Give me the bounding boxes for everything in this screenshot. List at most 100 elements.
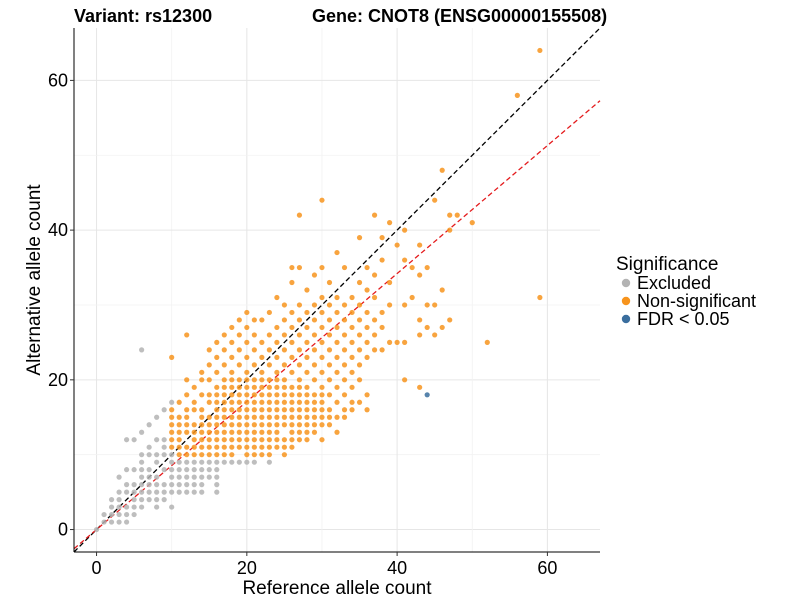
data-point (387, 302, 393, 308)
data-point (191, 422, 197, 428)
data-point (108, 497, 115, 503)
data-point (341, 362, 348, 368)
data-point (206, 444, 212, 450)
series-excluded (93, 347, 272, 533)
data-point (199, 489, 205, 495)
data-point (349, 407, 355, 413)
data-point (326, 392, 333, 398)
data-point (417, 242, 423, 248)
data-point (139, 504, 145, 510)
data-point (214, 407, 220, 413)
data-point (93, 526, 100, 533)
data-point (281, 422, 287, 428)
data-point (409, 294, 415, 301)
data-point (169, 459, 175, 465)
data-point (169, 414, 175, 420)
data-point (394, 339, 400, 345)
data-point (371, 317, 378, 323)
data-point (221, 392, 227, 398)
data-point (281, 407, 287, 413)
data-point (199, 459, 205, 465)
data-point (266, 384, 272, 390)
data-point (161, 497, 167, 503)
data-point (244, 339, 250, 345)
data-point (169, 422, 175, 428)
data-point (341, 302, 348, 308)
data-point (274, 392, 280, 398)
chart-title-variant: Variant: rs12300 (74, 6, 212, 26)
data-point (379, 324, 385, 331)
data-point (364, 264, 370, 271)
data-point (244, 377, 250, 383)
data-point (206, 392, 212, 398)
data-point (326, 422, 333, 428)
data-point (319, 399, 325, 405)
data-point (259, 437, 265, 443)
data-point (439, 324, 445, 331)
data-point (214, 429, 220, 435)
data-point (199, 474, 205, 480)
data-point (334, 414, 340, 420)
data-point (199, 407, 205, 413)
data-point (304, 399, 310, 405)
data-point (184, 459, 190, 465)
data-point (319, 414, 325, 420)
data-point (184, 332, 190, 338)
data-point (319, 392, 325, 398)
data-point (402, 302, 408, 308)
data-point (334, 249, 340, 256)
data-point (116, 511, 122, 518)
data-point (296, 317, 303, 323)
data-point (131, 467, 137, 473)
data-point (169, 437, 175, 443)
data-point (244, 452, 250, 458)
data-point (296, 399, 303, 405)
data-point (214, 399, 220, 405)
data-point (236, 384, 242, 390)
data-point (417, 317, 423, 323)
data-point (199, 467, 205, 473)
data-point (124, 489, 130, 495)
data-point (154, 437, 160, 443)
data-point (251, 459, 257, 465)
data-point (131, 497, 137, 503)
data-point (251, 392, 257, 398)
data-point (514, 92, 520, 98)
data-point (229, 422, 235, 428)
data-point (244, 429, 250, 435)
data-point (409, 264, 415, 271)
data-point (191, 452, 197, 458)
data-point (349, 309, 355, 316)
data-point (304, 287, 310, 293)
data-point (402, 257, 408, 263)
data-point (326, 407, 333, 413)
data-point (417, 384, 423, 390)
data-point (116, 474, 122, 480)
data-point (251, 347, 257, 353)
data-point (364, 392, 370, 398)
data-point (221, 377, 227, 383)
legend: Significance ExcludedNon-significantFDR … (616, 254, 756, 329)
data-point (206, 362, 212, 368)
x-tick-label: 0 (92, 558, 102, 578)
data-point (417, 272, 423, 278)
data-point (356, 377, 363, 383)
data-point (356, 302, 363, 308)
data-point (266, 392, 272, 398)
data-point (387, 279, 393, 286)
data-point (221, 407, 227, 413)
y-tick-label: 40 (48, 220, 68, 240)
data-point (326, 347, 333, 353)
x-axis-title: Reference allele count (242, 578, 432, 599)
data-point (281, 444, 287, 450)
data-point (274, 369, 280, 375)
data-point (281, 302, 287, 308)
data-point (334, 339, 340, 345)
data-point (356, 279, 363, 286)
data-point (266, 347, 272, 353)
data-point (244, 422, 250, 428)
data-point (244, 437, 250, 443)
data-point (274, 407, 280, 413)
data-point (229, 452, 235, 458)
